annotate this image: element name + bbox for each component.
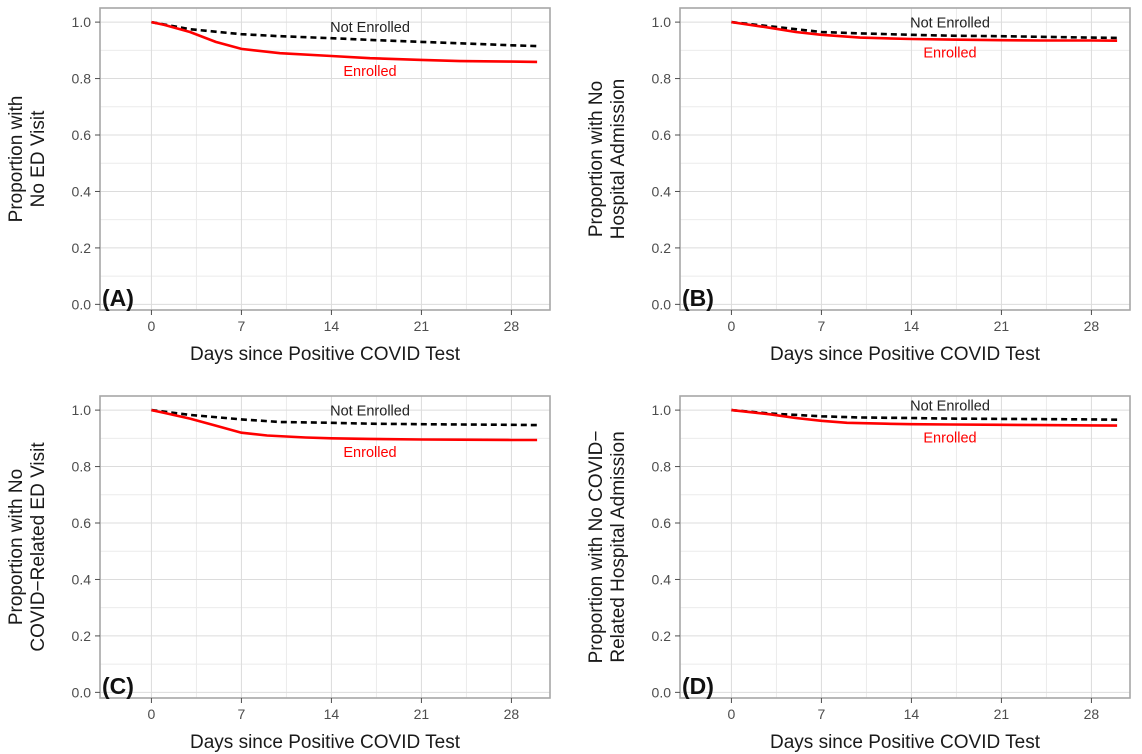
series-line-enrolled (151, 408, 538, 442)
y-axis-title: Proportion withNo ED Visit (6, 96, 49, 223)
series-line-enrolled (731, 408, 1118, 427)
y-tick-label: 0.0 (652, 684, 672, 700)
y-tick-label: 0.0 (72, 684, 92, 700)
series-line-not-enrolled (731, 20, 1118, 40)
x-tick-label: 0 (728, 318, 736, 334)
series-label-not-enrolled: Not Enrolled (910, 399, 990, 415)
y-tick-label: 0.8 (652, 71, 672, 87)
panel-d: 0.0 0.2 0.4 0.6 0.8 1.0 0 7 14 21 28 Days since Pos… (586, 395, 1131, 753)
panel-border (99, 7, 551, 311)
x-tick-label: 21 (994, 706, 1010, 722)
panel-a: 0.0 0.2 0.4 0.6 0.8 1.0 0 7 14 21 28 Days since Pos… (6, 7, 551, 365)
y-tick-label: 0.6 (652, 127, 672, 143)
x-tick-label: 21 (414, 318, 430, 334)
y-axis-title-line: Proportion with No COVID− (586, 431, 607, 664)
series-label-enrolled: Enrolled (343, 64, 396, 80)
x-tick-label: 28 (1084, 318, 1100, 334)
y-tick-label: 0.6 (72, 515, 92, 531)
y-tick-label: 0.2 (72, 628, 92, 644)
x-axis-title: Days since Positive COVID Test (770, 732, 1041, 753)
x-tick-label: 7 (818, 318, 826, 334)
x-tick-label: 28 (504, 706, 520, 722)
x-tick-label: 14 (324, 706, 340, 722)
y-tick-label: 0.8 (72, 71, 92, 87)
y-axis-title-line: Related Hospital Admission (608, 431, 629, 662)
y-tick-label: 0.4 (72, 571, 92, 587)
y-tick-label: 0.0 (72, 296, 92, 312)
panel-c: 0.0 0.2 0.4 0.6 0.8 1.0 0 7 14 21 28 Days since Pos… (6, 395, 551, 753)
y-axis-title-line: No ED Visit (28, 110, 49, 208)
panel-border (679, 7, 1131, 311)
x-axis-title: Days since Positive COVID Test (190, 732, 461, 753)
y-tick-label: 0.2 (652, 240, 672, 256)
series-line-not-enrolled (151, 408, 538, 427)
x-tick-label: 14 (904, 318, 920, 334)
y-tick-label: 0.8 (652, 459, 672, 475)
series-line-enrolled (151, 20, 538, 64)
x-tick-label: 14 (324, 318, 340, 334)
series-label-enrolled: Enrolled (923, 431, 976, 447)
y-tick-label: 0.4 (72, 183, 92, 199)
x-tick-label: 7 (238, 706, 246, 722)
y-axis-title: Proportion with NoCOVID−Related ED Visit (6, 442, 49, 652)
y-axis-title-line: COVID−Related ED Visit (28, 442, 49, 652)
y-tick-label: 1.0 (652, 402, 672, 418)
y-tick-label: 0.6 (72, 127, 92, 143)
y-tick-label: 1.0 (72, 402, 92, 418)
series-line-enrolled (731, 20, 1118, 42)
y-tick-label: 1.0 (72, 14, 92, 30)
panel-tag: (B) (682, 285, 714, 311)
y-tick-label: 0.4 (652, 571, 672, 587)
y-axis-title-line: Proportion with No (586, 81, 607, 237)
y-axis-title-line: Proportion with No (6, 469, 27, 625)
x-tick-label: 28 (1084, 706, 1100, 722)
y-tick-label: 1.0 (652, 14, 672, 30)
y-tick-label: 0.4 (652, 183, 672, 199)
x-tick-label: 7 (818, 706, 826, 722)
series-line-not-enrolled (731, 408, 1118, 421)
y-tick-label: 0.0 (652, 296, 672, 312)
y-axis-title-line: Hospital Admission (608, 79, 629, 240)
series-label-not-enrolled: Not Enrolled (910, 16, 990, 32)
x-tick-label: 21 (414, 706, 430, 722)
panel-tag: (A) (102, 285, 134, 311)
y-axis-title: Proportion with No COVID−Related Hospita… (586, 431, 629, 664)
panel-tag: (C) (102, 673, 134, 699)
x-tick-label: 0 (148, 318, 156, 334)
y-axis-title-line: Proportion with (6, 96, 27, 223)
panel-border (679, 395, 1131, 699)
y-tick-label: 0.2 (72, 240, 92, 256)
x-tick-label: 7 (238, 318, 246, 334)
y-axis-title: Proportion with NoHospital Admission (586, 79, 629, 240)
series-label-enrolled: Enrolled (343, 445, 396, 461)
series-label-enrolled: Enrolled (923, 46, 976, 62)
y-tick-label: 0.8 (72, 459, 92, 475)
series-label-not-enrolled: Not Enrolled (330, 404, 410, 420)
series-line-not-enrolled (151, 20, 538, 48)
x-tick-label: 14 (904, 706, 920, 722)
series-label-not-enrolled: Not Enrolled (330, 20, 410, 36)
y-tick-label: 0.2 (652, 628, 672, 644)
panel-tag: (D) (682, 673, 714, 699)
x-tick-label: 21 (994, 318, 1010, 334)
x-tick-label: 0 (728, 706, 736, 722)
x-axis-title: Days since Positive COVID Test (770, 344, 1041, 365)
panel-border (99, 395, 551, 699)
x-tick-label: 28 (504, 318, 520, 334)
x-axis-title: Days since Positive COVID Test (190, 344, 461, 365)
y-tick-label: 0.6 (652, 515, 672, 531)
x-tick-label: 0 (148, 706, 156, 722)
panel-b: 0.0 0.2 0.4 0.6 0.8 1.0 0 7 14 21 28 Days since Pos… (586, 7, 1131, 365)
